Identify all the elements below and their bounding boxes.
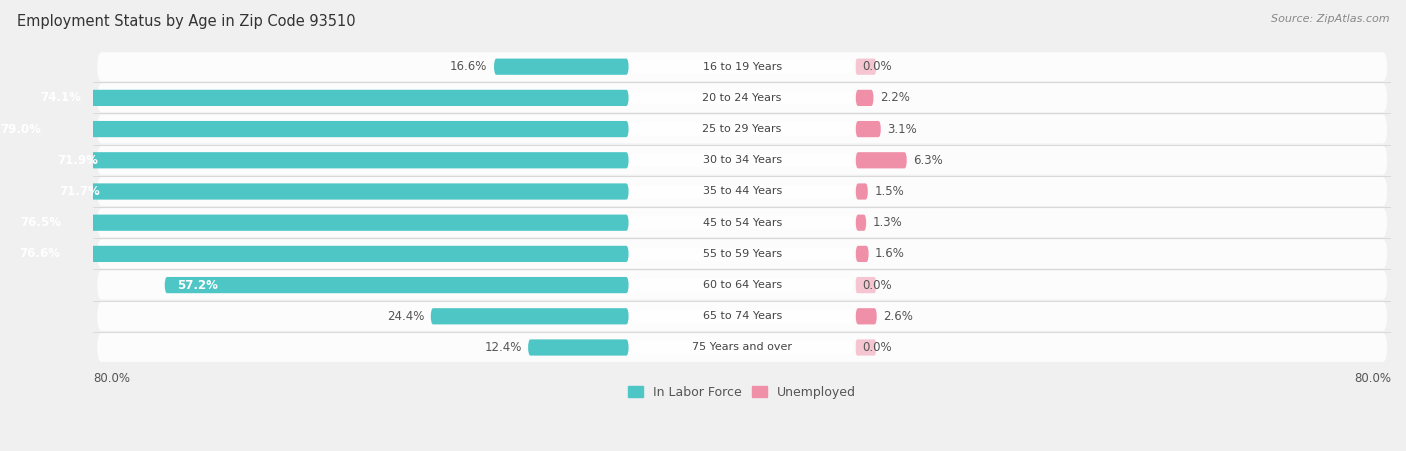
Text: 16 to 19 Years: 16 to 19 Years (703, 62, 782, 72)
FancyBboxPatch shape (97, 177, 1388, 206)
FancyBboxPatch shape (430, 308, 628, 324)
Text: 0.0%: 0.0% (862, 60, 891, 73)
Text: 0.0%: 0.0% (862, 279, 891, 292)
FancyBboxPatch shape (45, 152, 628, 168)
Text: 16.6%: 16.6% (450, 60, 488, 73)
FancyBboxPatch shape (856, 215, 866, 231)
FancyBboxPatch shape (0, 121, 628, 137)
FancyBboxPatch shape (856, 308, 877, 324)
FancyBboxPatch shape (97, 83, 1388, 112)
FancyBboxPatch shape (28, 90, 628, 106)
Text: 45 to 54 Years: 45 to 54 Years (703, 218, 782, 228)
FancyBboxPatch shape (631, 216, 853, 229)
Text: 60 to 64 Years: 60 to 64 Years (703, 280, 782, 290)
FancyBboxPatch shape (856, 121, 880, 137)
FancyBboxPatch shape (97, 52, 1388, 81)
Text: 71.9%: 71.9% (58, 154, 98, 167)
FancyBboxPatch shape (856, 90, 873, 106)
FancyBboxPatch shape (856, 246, 869, 262)
FancyBboxPatch shape (97, 333, 1388, 362)
FancyBboxPatch shape (8, 215, 628, 231)
Text: 71.7%: 71.7% (59, 185, 100, 198)
Text: Employment Status by Age in Zip Code 93510: Employment Status by Age in Zip Code 935… (17, 14, 356, 28)
Text: 6.3%: 6.3% (914, 154, 943, 167)
FancyBboxPatch shape (631, 247, 853, 260)
FancyBboxPatch shape (97, 146, 1388, 175)
FancyBboxPatch shape (97, 115, 1388, 143)
Legend: In Labor Force, Unemployed: In Labor Force, Unemployed (623, 381, 860, 404)
FancyBboxPatch shape (631, 154, 853, 167)
Text: 76.5%: 76.5% (20, 216, 62, 229)
FancyBboxPatch shape (856, 340, 876, 355)
Text: 12.4%: 12.4% (484, 341, 522, 354)
Text: 55 to 59 Years: 55 to 59 Years (703, 249, 782, 259)
Text: 20 to 24 Years: 20 to 24 Years (703, 93, 782, 103)
FancyBboxPatch shape (97, 239, 1388, 268)
FancyBboxPatch shape (631, 123, 853, 136)
FancyBboxPatch shape (856, 184, 868, 200)
Text: 25 to 29 Years: 25 to 29 Years (703, 124, 782, 134)
Text: 1.3%: 1.3% (873, 216, 903, 229)
FancyBboxPatch shape (97, 271, 1388, 299)
Text: 1.5%: 1.5% (875, 185, 904, 198)
FancyBboxPatch shape (529, 340, 628, 355)
Text: 80.0%: 80.0% (1354, 373, 1391, 386)
Text: 24.4%: 24.4% (387, 310, 425, 323)
Text: 65 to 74 Years: 65 to 74 Years (703, 311, 782, 321)
Text: 76.6%: 76.6% (20, 248, 60, 260)
FancyBboxPatch shape (856, 152, 907, 168)
Text: 2.6%: 2.6% (883, 310, 912, 323)
Text: 80.0%: 80.0% (93, 373, 131, 386)
FancyBboxPatch shape (856, 59, 876, 75)
FancyBboxPatch shape (631, 60, 853, 73)
Text: 1.6%: 1.6% (875, 248, 905, 260)
Text: 75 Years and over: 75 Years and over (692, 342, 792, 353)
Text: 0.0%: 0.0% (862, 341, 891, 354)
FancyBboxPatch shape (631, 341, 853, 354)
Text: 30 to 34 Years: 30 to 34 Years (703, 155, 782, 165)
Text: 35 to 44 Years: 35 to 44 Years (703, 187, 782, 197)
FancyBboxPatch shape (631, 185, 853, 198)
FancyBboxPatch shape (856, 277, 876, 293)
FancyBboxPatch shape (97, 302, 1388, 331)
FancyBboxPatch shape (165, 277, 628, 293)
Text: 79.0%: 79.0% (0, 123, 41, 136)
Text: 3.1%: 3.1% (887, 123, 917, 136)
FancyBboxPatch shape (631, 279, 853, 292)
FancyBboxPatch shape (631, 92, 853, 105)
FancyBboxPatch shape (46, 184, 628, 200)
Text: 74.1%: 74.1% (39, 92, 80, 104)
Text: 57.2%: 57.2% (177, 279, 218, 292)
Text: 2.2%: 2.2% (880, 92, 910, 104)
FancyBboxPatch shape (97, 208, 1388, 237)
FancyBboxPatch shape (494, 59, 628, 75)
FancyBboxPatch shape (631, 310, 853, 323)
Text: Source: ZipAtlas.com: Source: ZipAtlas.com (1271, 14, 1389, 23)
FancyBboxPatch shape (7, 246, 628, 262)
